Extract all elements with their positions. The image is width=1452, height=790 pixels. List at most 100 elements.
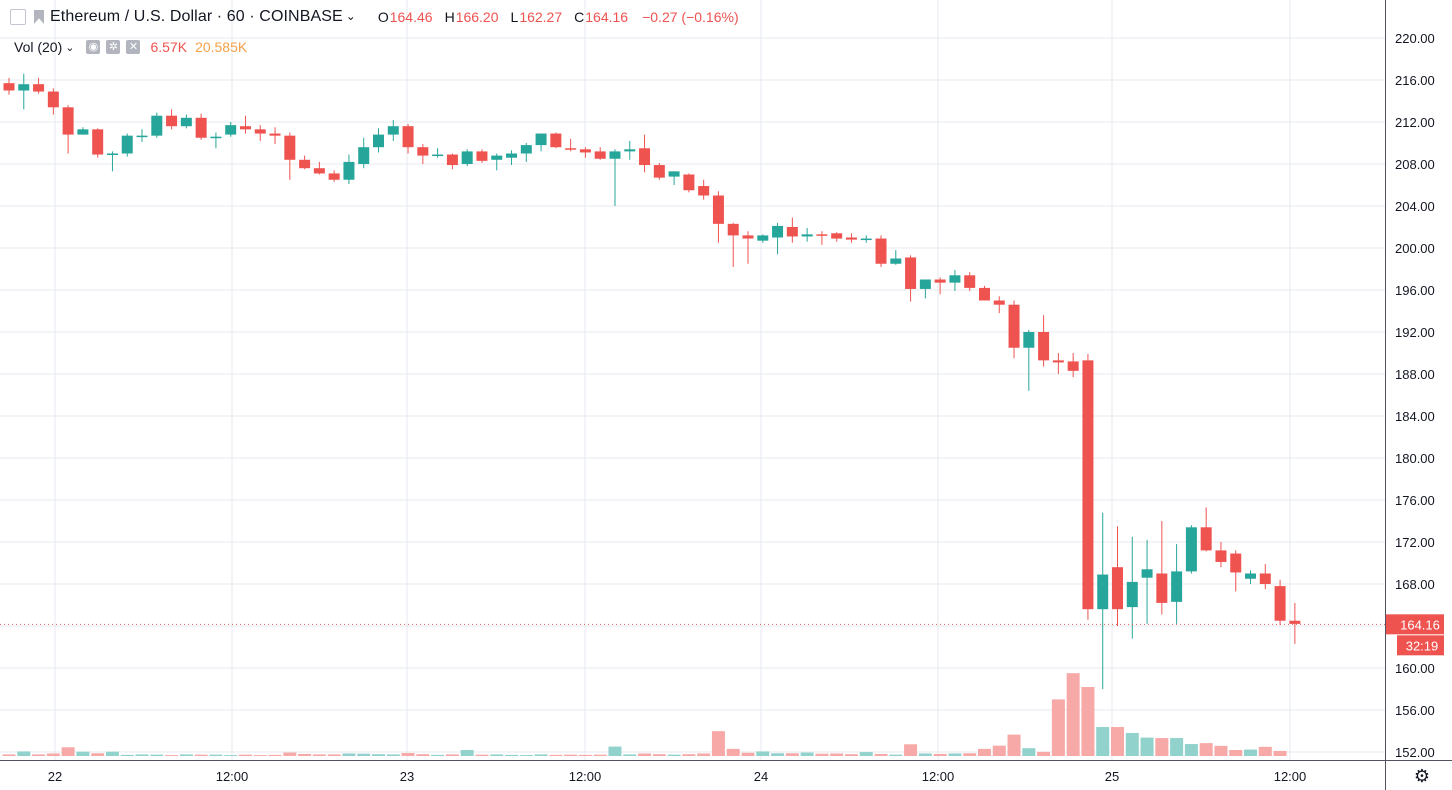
collapse-toggle-icon[interactable] xyxy=(10,9,26,25)
volume-bar xyxy=(771,753,785,756)
x-axis-tick-label: 24 xyxy=(754,769,768,784)
volume-bar xyxy=(667,754,681,756)
candle-body xyxy=(77,129,89,135)
eye-icon[interactable]: ◉ xyxy=(86,40,101,54)
volume-bar xyxy=(1140,737,1154,756)
candle-body xyxy=(1126,581,1138,608)
candle-body xyxy=(801,234,813,237)
candle-body xyxy=(1097,574,1109,610)
candle-body xyxy=(239,126,251,130)
volume-bar xyxy=(490,754,504,756)
candle-body xyxy=(1185,527,1197,572)
chevron-down-icon[interactable]: ⌄ xyxy=(345,9,356,23)
volume-indicator-label[interactable]: Vol (20) xyxy=(14,39,63,55)
candle-body xyxy=(92,129,104,155)
candle-body xyxy=(1023,332,1035,348)
volume-bar xyxy=(165,755,179,756)
volume-bar xyxy=(564,754,578,756)
symbol-title[interactable]: Ethereum / U.S. Dollar · 60 · COINBASE xyxy=(50,8,343,25)
countdown-label: 32:19 xyxy=(1406,638,1439,653)
candle-body xyxy=(993,300,1005,305)
candle-body xyxy=(491,155,503,160)
candle-body xyxy=(609,151,621,159)
close-value: 164.16 xyxy=(585,9,629,25)
volume-bar xyxy=(1037,751,1051,756)
candle-body xyxy=(1259,573,1271,584)
y-axis-tick-label: 208.00 xyxy=(1395,157,1435,172)
x-axis-tick-label: 12:00 xyxy=(1274,769,1307,784)
volume-bar xyxy=(711,731,725,756)
candle-body xyxy=(151,115,163,136)
volume-bar xyxy=(386,754,400,756)
volume-bar xyxy=(1096,727,1110,756)
high-value: 166.20 xyxy=(455,9,499,25)
candle-body xyxy=(432,154,444,157)
volume-bar xyxy=(105,751,119,756)
candle-body xyxy=(786,227,798,237)
y-axis-tick-label: 184.00 xyxy=(1395,409,1435,424)
candle-body xyxy=(1230,553,1242,573)
y-axis-tick-label: 172.00 xyxy=(1395,535,1435,550)
volume-bar xyxy=(549,754,563,756)
candle-body xyxy=(417,147,429,156)
candle-body xyxy=(1082,360,1094,610)
candle-body xyxy=(712,195,724,224)
candle-body xyxy=(254,129,266,134)
candle-body xyxy=(402,126,414,148)
volume-bar xyxy=(76,751,90,756)
candle-body xyxy=(639,148,651,166)
flag-icon[interactable] xyxy=(34,10,44,24)
volume-bar xyxy=(1214,745,1228,756)
volume-bar xyxy=(1125,733,1139,756)
low-label: L xyxy=(510,9,519,25)
candle-body xyxy=(978,287,990,301)
candle-body xyxy=(816,234,828,236)
volume-bar xyxy=(741,752,755,756)
volume-bar xyxy=(505,754,519,756)
candle-body xyxy=(683,174,695,191)
candle-body xyxy=(565,148,577,150)
candle-body xyxy=(845,237,857,240)
y-axis-tick-label: 200.00 xyxy=(1395,241,1435,256)
candle-body xyxy=(594,151,606,159)
y-axis-tick-label: 156.00 xyxy=(1395,703,1435,718)
volume-bar xyxy=(534,754,548,756)
candle-body xyxy=(136,135,148,138)
candle-body xyxy=(860,238,872,241)
candle-body xyxy=(166,115,178,127)
volume-bar xyxy=(61,747,75,756)
volume-bar xyxy=(283,752,297,756)
volume-bar xyxy=(1081,687,1095,756)
volume-bar xyxy=(578,754,592,756)
y-axis-tick-label: 188.00 xyxy=(1395,367,1435,382)
volume-bar xyxy=(992,745,1006,756)
volume-bar xyxy=(357,753,371,756)
candle-body xyxy=(757,235,769,241)
candle-body xyxy=(1038,332,1050,361)
y-axis-tick-label: 216.00 xyxy=(1395,73,1435,88)
open-label: O xyxy=(377,9,389,25)
candle-body xyxy=(33,84,45,92)
candle-body xyxy=(668,171,680,177)
candle-body xyxy=(1200,527,1212,551)
y-axis-tick-label: 196.00 xyxy=(1395,283,1435,298)
close-icon[interactable]: ✕ xyxy=(126,40,141,54)
gear-icon[interactable]: ✲ xyxy=(106,40,121,54)
candle-body xyxy=(890,258,902,264)
volume-bar xyxy=(756,751,770,756)
volume-bar xyxy=(32,754,46,756)
volume-bar xyxy=(682,754,696,756)
candle-body xyxy=(1215,550,1227,562)
candle-body xyxy=(742,235,754,239)
x-axis-tick-label: 25 xyxy=(1105,769,1119,784)
chevron-down-icon[interactable]: ⌄ xyxy=(65,41,75,54)
volume-bar xyxy=(874,753,888,756)
y-axis-tick-label: 160.00 xyxy=(1395,661,1435,676)
chart-settings-gear-icon[interactable]: ⚙ xyxy=(1413,766,1430,786)
candle-body xyxy=(520,145,532,154)
volume-bar xyxy=(1184,744,1198,756)
volume-bar xyxy=(593,754,607,756)
candle-body xyxy=(210,136,222,139)
volume-bar xyxy=(1022,748,1036,756)
